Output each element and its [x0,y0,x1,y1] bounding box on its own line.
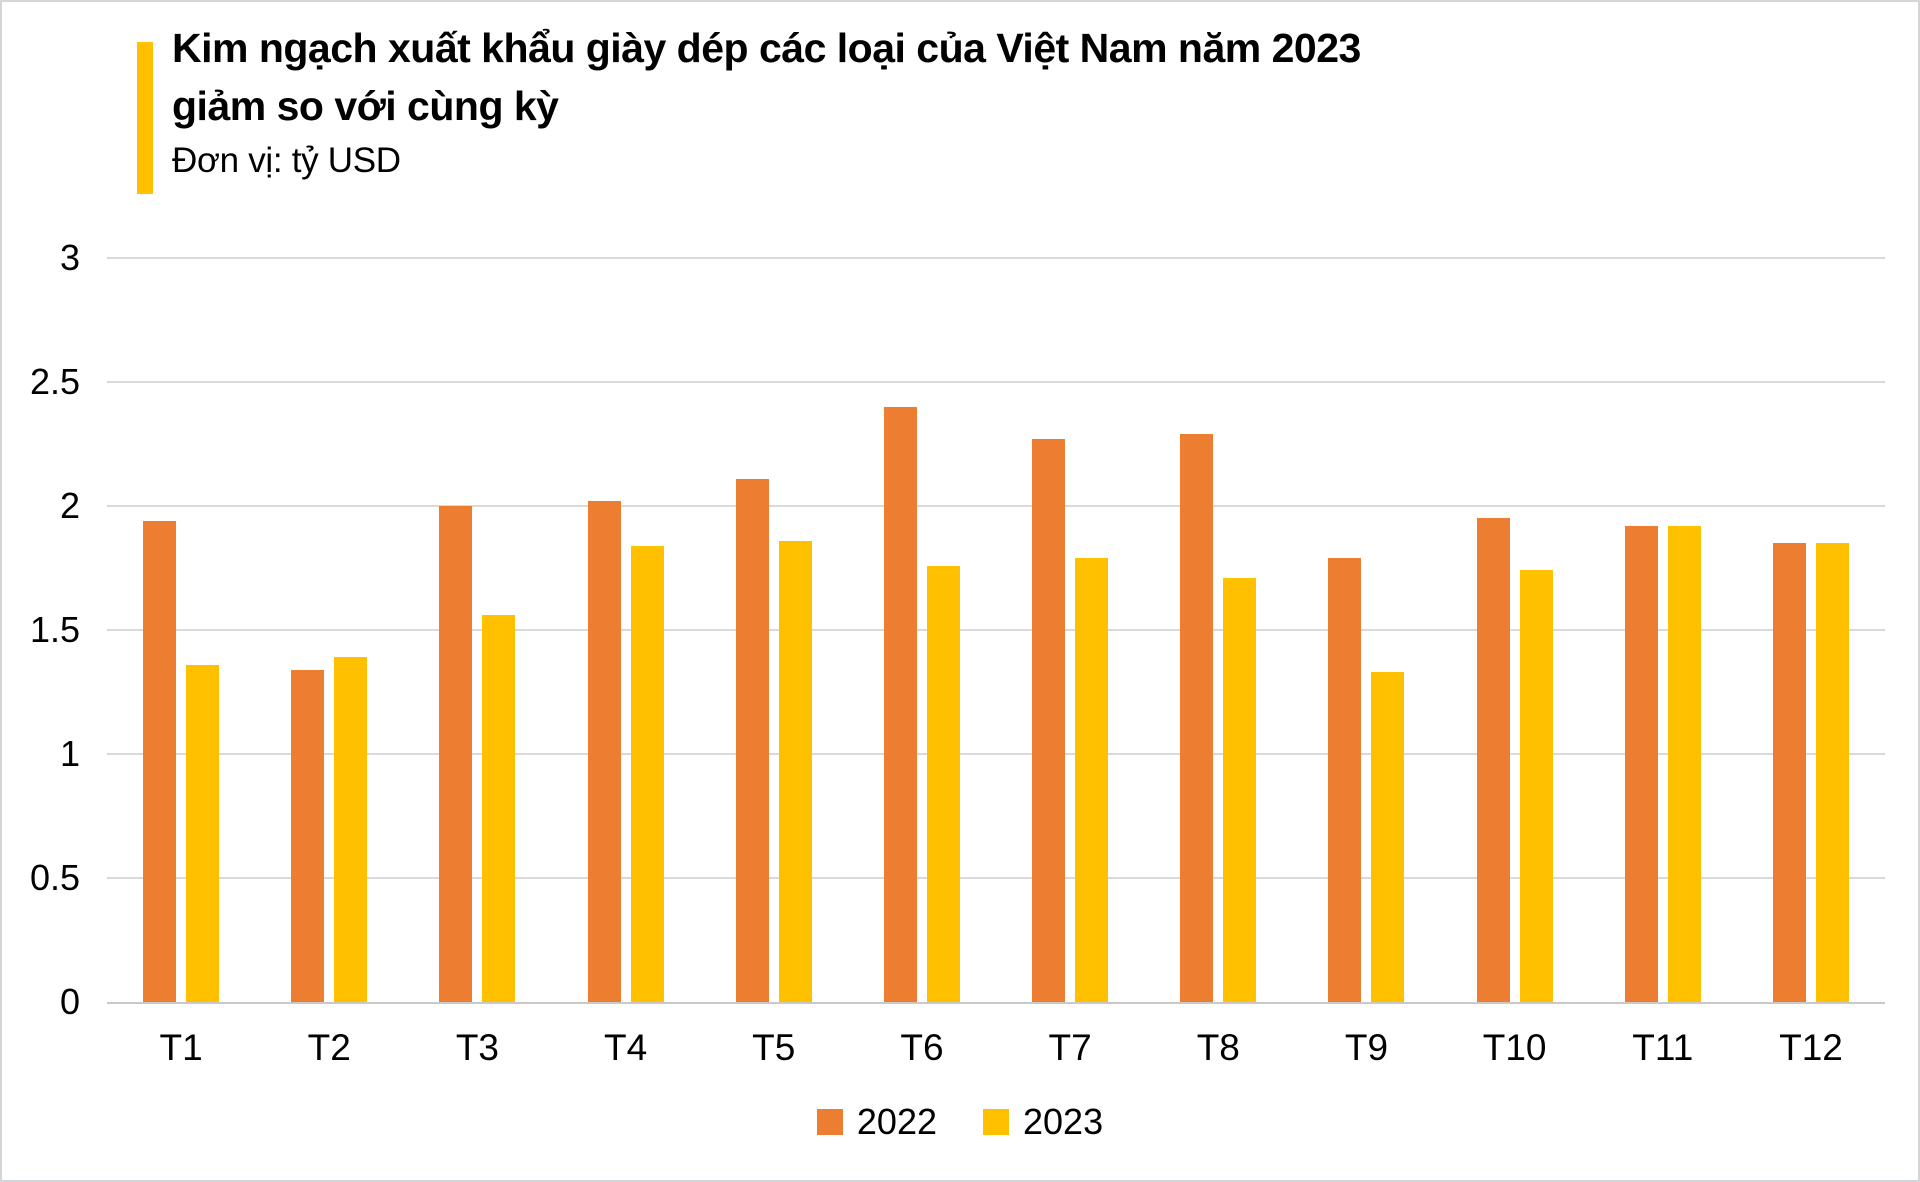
bar-2022-T1 [143,520,177,1002]
x-axis-label-T5: T5 [752,1027,796,1068]
header: Kim ngạch xuất khẩu giày dép các loại củ… [172,19,1361,181]
bar-group-T12 [1737,258,1885,1002]
chart-title-line2: giảm so với cùng kỳ [172,83,559,129]
x-axis-label-T4: T4 [604,1027,648,1068]
y-axis-label-3: 3 [59,237,80,278]
bar-2022-T11 [1624,525,1658,1002]
bar-2022-T6 [883,406,917,1002]
bar-group-T6 [848,258,996,1002]
y-axis-label-0.5: 0.5 [29,857,80,898]
bar-2022-T2 [291,669,325,1002]
bar-2022-T12 [1772,543,1806,1002]
gridline-2 [107,505,1885,507]
gridline-1 [107,753,1885,755]
x-axis-label-T6: T6 [900,1027,944,1068]
chart-subtitle: Đơn vị: tỷ USD [172,141,401,180]
legend-swatch-2023 [983,1109,1009,1135]
x-axis-label-T1: T1 [159,1027,203,1068]
bar-2022-T5 [735,478,769,1002]
bar-group-T3 [403,258,551,1002]
legend-label-2022: 2022 [856,1101,937,1142]
y-axis-label-0: 0 [59,981,80,1022]
bar-group-T2 [255,258,403,1002]
bar-2022-T7 [1032,439,1066,1002]
bar-2022-T9 [1328,558,1362,1002]
bar-2023-T7 [1075,558,1109,1002]
legend-item-2022: 2022 [816,1101,937,1142]
y-axis-label-1: 1 [59,733,80,774]
bar-group-T4 [552,258,700,1002]
bar-group-T5 [700,258,848,1002]
bar-2023-T4 [630,545,664,1002]
bar-group-T11 [1589,258,1737,1002]
x-axis-label-T11: T11 [1632,1027,1694,1068]
y-axis-label-1.5: 1.5 [29,609,80,650]
bar-2023-T3 [482,615,516,1002]
bar-2022-T8 [1180,434,1214,1002]
bar-row [107,258,1885,1002]
legend: 2022 2023 [2,1102,1918,1142]
bar-2023-T6 [926,565,960,1002]
bar-2023-T10 [1519,570,1553,1002]
bar-group-T1 [107,258,255,1002]
bar-2023-T2 [334,657,368,1002]
x-axis-label-T9: T9 [1344,1027,1389,1068]
legend-item-2023: 2023 [983,1102,1103,1142]
chart-title-line1: Kim ngạch xuất khẩu giày dép các loại củ… [172,25,1361,71]
gridline-0.5 [107,877,1885,879]
x-axis-labels: T1 T2 T3 T4 T5 T6 T7 T8 T9 T10 T11 T12 [107,1024,1885,1072]
bar-2023-T5 [778,540,812,1002]
x-axis-label-T7: T7 [1048,1027,1092,1068]
x-axis-label-T10: T10 [1482,1027,1547,1068]
bar-2023-T9 [1371,672,1405,1002]
x-axis-label-T3: T3 [455,1027,500,1068]
bar-group-T7 [996,258,1144,1002]
legend-swatch-2022 [816,1109,843,1135]
gridline-3 [107,257,1885,259]
legend-label-2023: 2023 [1023,1101,1104,1142]
bar-2023-T11 [1667,525,1701,1002]
x-axis-label-T8: T8 [1196,1027,1240,1068]
y-axis-label-2.5: 2.5 [29,361,80,402]
bar-group-T8 [1144,258,1292,1002]
bar-group-T9 [1292,258,1440,1002]
bar-2023-T1 [186,664,220,1002]
plot-area [107,257,1885,1004]
gridline-1.5 [107,629,1885,631]
bar-2022-T4 [587,501,621,1002]
chart-title: Kim ngạch xuất khẩu giày dép các loại củ… [172,19,1361,135]
bar-2023-T12 [1815,543,1849,1002]
x-axis-label-T2: T2 [307,1027,351,1068]
bar-group-T10 [1441,258,1589,1002]
bar-2022-T3 [439,506,473,1002]
y-axis-label-2: 2 [59,485,80,526]
x-axis-label-T12: T12 [1779,1027,1843,1068]
bar-2023-T8 [1223,577,1257,1002]
bar-2022-T10 [1476,518,1510,1002]
gridline-2.5 [107,381,1885,383]
title-accent-bar [137,42,153,194]
